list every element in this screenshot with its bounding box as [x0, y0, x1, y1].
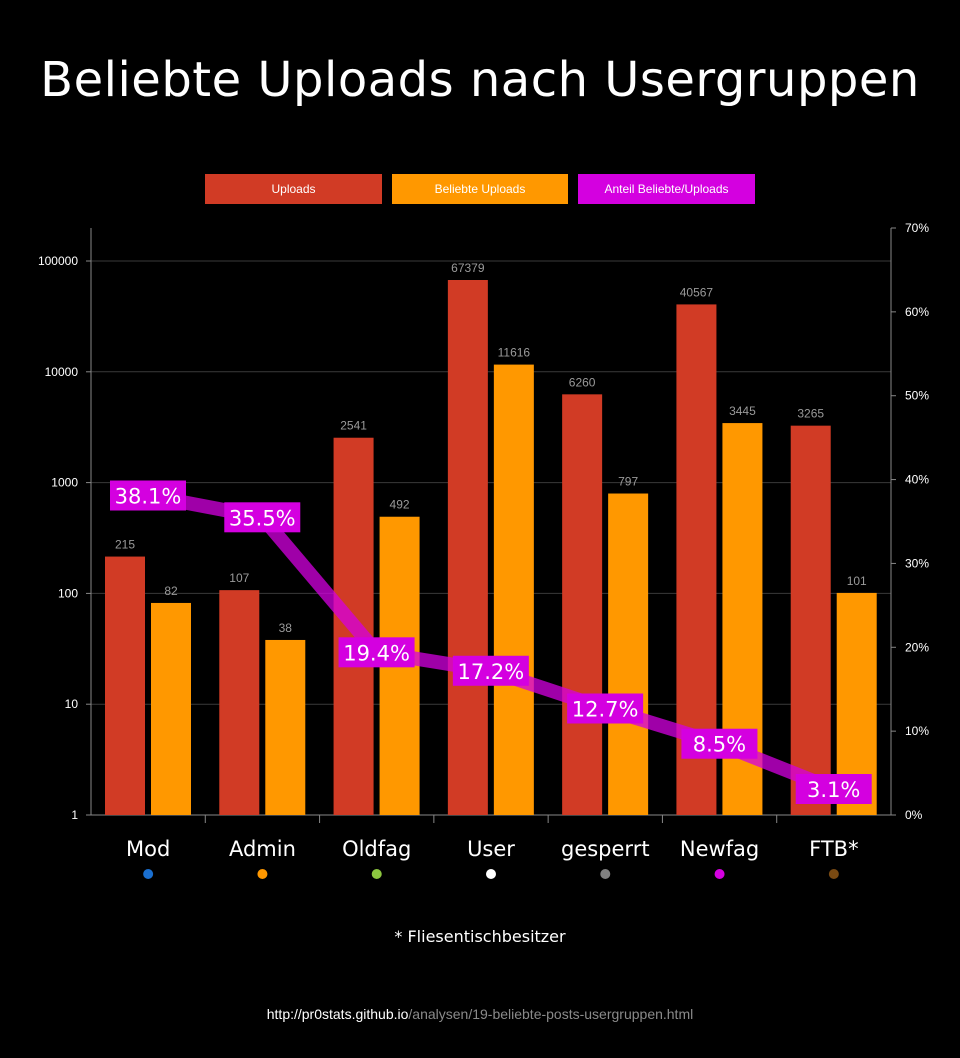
y-right-tick-label: 60%	[905, 305, 929, 319]
group-color-dot	[714, 869, 725, 879]
legend-item-beliebte-uploads: Beliebte Uploads	[392, 174, 568, 204]
group-color-dot	[257, 869, 268, 879]
y-left-tick-label: 10000	[45, 365, 79, 379]
legend-item-uploads: Uploads	[205, 174, 382, 204]
y-right-tick-label: 40%	[905, 473, 929, 487]
anteil-label: 3.1%	[807, 778, 860, 802]
bar-value-label: 11616	[498, 346, 531, 360]
anteil-label-box	[795, 774, 872, 805]
anteil-label-box	[110, 480, 186, 511]
anteil-label: 8.5%	[693, 733, 746, 757]
x-tick-label: Newfag	[680, 837, 759, 861]
bar-value-label: 215	[115, 538, 135, 552]
bar-value-label: 3265	[797, 407, 824, 421]
bar	[265, 639, 306, 815]
anteil-label-box	[681, 728, 758, 759]
x-tick-label: Mod	[126, 837, 170, 861]
x-tick-label: FTB*	[809, 837, 858, 861]
footnote: * Fliesentischbesitzer	[394, 927, 566, 946]
y-left-tick-label: 100000	[38, 254, 78, 268]
y-right-tick-label: 30%	[905, 556, 929, 570]
bar	[562, 394, 603, 815]
bar-value-label: 101	[847, 574, 867, 588]
y-left-tick-label: 10	[65, 697, 79, 711]
bar-value-label: 6260	[569, 375, 596, 389]
bar	[447, 279, 488, 815]
x-tick-label: Admin	[229, 837, 296, 861]
y-left-tick-label: 1	[71, 808, 78, 822]
y-left-tick-label: 100	[58, 586, 78, 600]
bar	[219, 590, 260, 815]
anteil-label: 12.7%	[572, 698, 639, 722]
anteil-label-box	[567, 693, 644, 724]
bar-value-label: 492	[390, 498, 410, 512]
legend-item-anteil: Anteil Beliebte/Uploads	[578, 174, 755, 204]
bar	[608, 493, 649, 815]
chart-title: Beliebte Uploads nach Usergruppen	[40, 52, 920, 108]
group-color-dot	[828, 869, 839, 879]
bar-value-label: 40567	[680, 285, 714, 299]
y-right-tick-label: 70%	[905, 221, 929, 235]
bar-value-label: 38	[279, 621, 293, 635]
anteil-label-box	[224, 502, 301, 533]
bar-value-label: 3445	[729, 404, 756, 418]
y-right-tick-label: 0%	[905, 808, 923, 822]
legend: Uploads Beliebte Uploads Anteil Beliebte…	[0, 174, 960, 204]
bar-value-label: 2541	[340, 419, 367, 433]
bar	[105, 556, 145, 815]
source-path: /analysen/19-beliebte-posts-usergruppen.…	[408, 1006, 694, 1022]
bar	[493, 364, 534, 815]
group-color-dot	[143, 869, 154, 879]
anteil-label: 17.2%	[457, 660, 524, 684]
y-left-tick-label: 1000	[51, 476, 78, 490]
anteil-label: 19.4%	[343, 641, 410, 665]
bar-value-label: 107	[229, 571, 249, 585]
group-color-dot	[600, 869, 611, 879]
x-tick-label: User	[467, 837, 515, 861]
y-right-tick-label: 20%	[905, 640, 929, 654]
source-host: http://pr0stats.github.io	[266, 1006, 409, 1022]
anteil-label-box	[452, 655, 529, 686]
group-color-dot	[371, 869, 382, 879]
bar-value-label: 82	[164, 584, 178, 598]
anteil-label: 35.5%	[229, 506, 296, 530]
source-url[interactable]: http://pr0stats.github.io/analysen/19-be…	[0, 1006, 960, 1022]
bar-value-label: 797	[618, 475, 638, 489]
x-tick-label: Oldfag	[342, 837, 411, 861]
bar-value-label: 67379	[451, 261, 485, 275]
x-tick-label: gesperrt	[561, 837, 650, 861]
anteil-label: 38.1%	[115, 485, 182, 509]
bar	[790, 425, 831, 815]
y-right-tick-label: 10%	[905, 724, 929, 738]
bar	[151, 602, 191, 815]
anteil-label-box	[338, 637, 415, 668]
y-right-tick-label: 50%	[905, 389, 929, 403]
group-color-dot	[486, 869, 496, 879]
